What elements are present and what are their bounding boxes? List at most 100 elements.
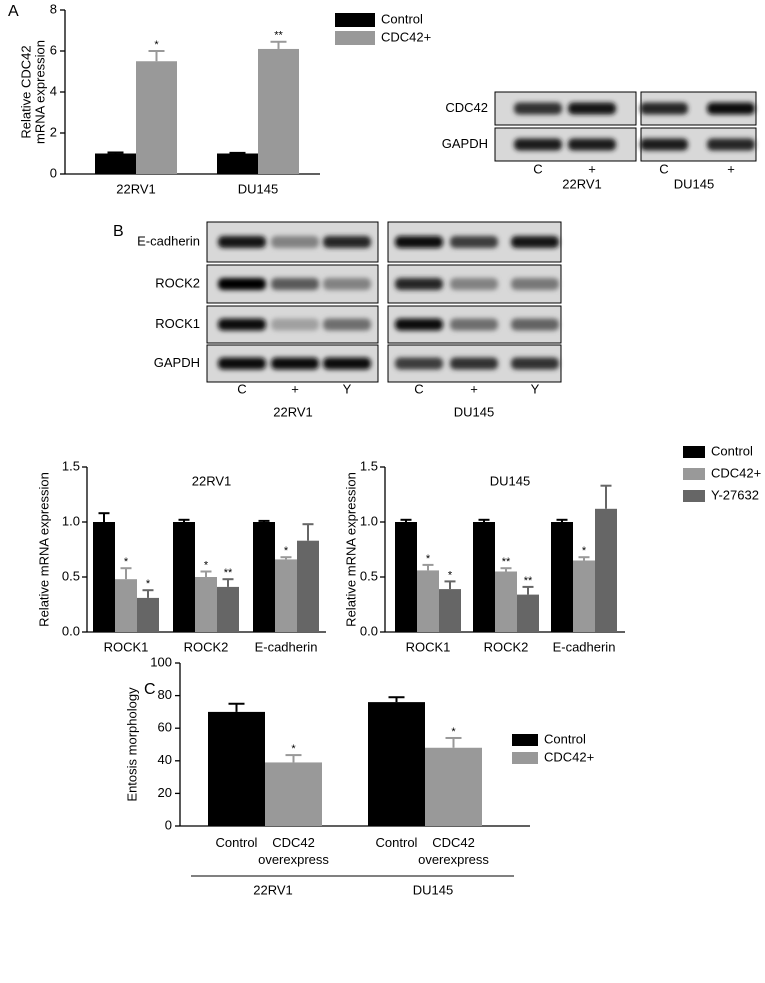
blot-band — [218, 236, 266, 248]
legend-label: CDC42+ — [381, 29, 431, 44]
significance-label: * — [204, 559, 209, 571]
bar — [368, 702, 425, 826]
chart-title: DU145 — [490, 473, 530, 488]
x-tick-label: DU145 — [238, 181, 278, 196]
blot-band — [450, 357, 498, 370]
y-tick-label: 0.0 — [360, 623, 378, 638]
blot-lane-label: + — [727, 161, 735, 176]
bar — [253, 522, 275, 632]
legend-swatch — [512, 734, 538, 746]
blot-band — [707, 138, 755, 151]
y-tick-label: 20 — [158, 785, 172, 800]
bar-label: Control — [215, 835, 258, 850]
blot-target-label: E-cadherin — [137, 233, 200, 248]
significance-label: ** — [524, 575, 533, 587]
legend-label: Y-27632 — [711, 487, 759, 502]
blot-lane-label: C — [533, 161, 542, 176]
x-tick-label: ROCK1 — [104, 639, 149, 654]
significance-label: * — [426, 553, 431, 565]
blot-band — [395, 318, 443, 331]
blot-band — [271, 318, 319, 331]
significance-label: ** — [274, 30, 283, 42]
blot-band — [450, 318, 498, 331]
blot-lane-label: C — [659, 161, 668, 176]
y-tick-label: 60 — [158, 720, 172, 735]
bar — [195, 577, 217, 632]
blot-target-label: ROCK2 — [155, 275, 200, 290]
y-axis-label: mRNA expression — [32, 40, 47, 144]
bar — [217, 153, 258, 174]
y-tick-label: 1.0 — [62, 513, 80, 528]
panel-label: A — [8, 3, 19, 20]
blot-band — [511, 318, 559, 331]
bar-label: CDC42 overexpress — [258, 835, 329, 867]
blot-band — [395, 236, 443, 248]
chart-title: 22RV1 — [192, 473, 232, 488]
significance-label: * — [124, 556, 129, 568]
blot-target-label: GAPDH — [154, 355, 200, 370]
blot-target-label: GAPDH — [442, 136, 488, 151]
blot-band — [514, 102, 562, 115]
legend-label: Control — [544, 731, 586, 746]
blot-target-label: CDC42 — [445, 100, 488, 115]
bar — [573, 560, 595, 632]
blot-band — [511, 357, 559, 370]
x-tick-label: DU145 — [413, 882, 453, 897]
blot-band — [218, 318, 266, 331]
blot-lane-label: C — [237, 381, 246, 396]
blot-band — [450, 278, 498, 290]
y-axis-label: Relative mRNA expression — [343, 472, 358, 627]
blot-band — [395, 357, 443, 370]
bar-label-box: Control — [376, 835, 418, 850]
bar — [95, 153, 136, 174]
legend-label: CDC42+ — [711, 465, 761, 480]
bar — [115, 579, 137, 632]
y-tick-label: 8 — [50, 1, 57, 16]
bar — [258, 48, 299, 175]
y-tick-label: 0.0 — [62, 623, 80, 638]
y-tick-label: 80 — [158, 687, 172, 702]
bar — [208, 711, 265, 826]
bar — [275, 559, 297, 632]
legend-swatch — [335, 13, 375, 27]
blot-group-label: DU145 — [454, 404, 494, 419]
y-axis-label: Relative CDC42 — [18, 45, 33, 138]
significance-label: * — [448, 569, 453, 581]
significance-label: * — [284, 545, 289, 557]
blot-band — [323, 318, 371, 331]
legend-label: Control — [381, 11, 423, 26]
legend-label: CDC42+ — [544, 749, 594, 764]
y-axis-label: Relative mRNA expression — [36, 472, 51, 627]
legend-swatch — [512, 752, 538, 764]
blot-band — [323, 278, 371, 290]
x-tick-label: E-cadherin — [553, 639, 616, 654]
bar — [439, 589, 461, 632]
significance-label: * — [154, 39, 159, 51]
y-tick-label: 100 — [150, 654, 172, 669]
bar-label-box: Control — [215, 835, 258, 850]
bar-label-box: CDC42 overexpress — [418, 835, 489, 867]
blot-band — [271, 236, 319, 248]
y-tick-label: 1.0 — [360, 513, 378, 528]
y-tick-label: 1.5 — [360, 458, 378, 473]
bar — [136, 61, 177, 174]
bar — [595, 508, 617, 632]
blot-band — [271, 278, 319, 290]
blot-group-label: 22RV1 — [562, 176, 602, 191]
panel-label: C — [144, 681, 156, 698]
y-tick-label: 1.5 — [62, 458, 80, 473]
blot-lane-label: Y — [343, 381, 352, 396]
significance-label: ** — [224, 567, 233, 579]
bar — [297, 540, 319, 632]
y-tick-label: 0.5 — [62, 568, 80, 583]
blot-group-label: 22RV1 — [273, 404, 313, 419]
legend-swatch — [683, 446, 705, 458]
legend-swatch — [683, 468, 705, 480]
bar — [265, 762, 322, 826]
bar — [495, 571, 517, 632]
significance-label: * — [582, 545, 587, 557]
bar — [173, 522, 195, 632]
blot-band — [511, 236, 559, 248]
y-tick-label: 6 — [50, 42, 57, 57]
bar — [473, 522, 495, 632]
